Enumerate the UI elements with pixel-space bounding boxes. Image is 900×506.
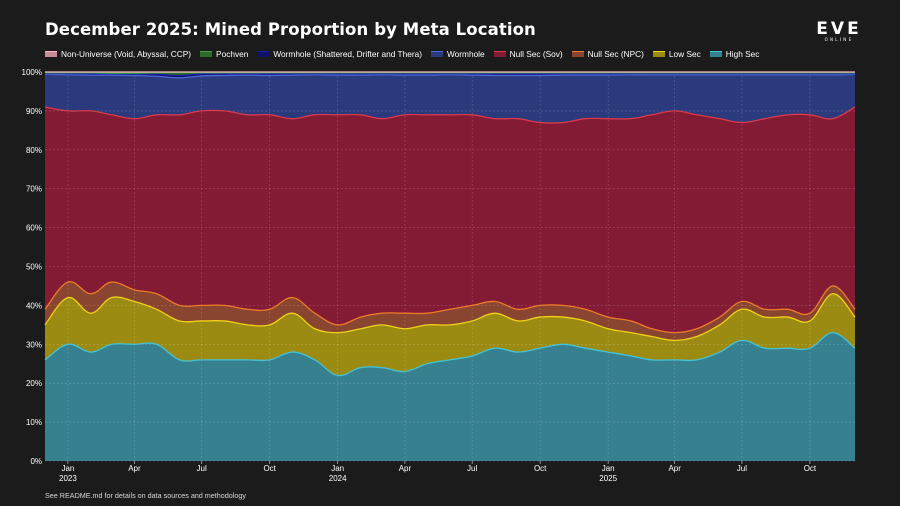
x-tick-label: Jul [197, 464, 207, 473]
x-tick-label: Jul [467, 464, 477, 473]
x-tick-label: Jan [61, 464, 74, 473]
legend-label: Non-Universe (Void, Abyssal, CCP) [61, 49, 192, 59]
y-tick-label: 60% [26, 224, 42, 233]
legend-swatch [493, 51, 506, 57]
x-year-label: 2025 [599, 474, 617, 483]
legend-item-null-sec-sov: Null Sec (Sov) [493, 49, 563, 59]
area-null-sec-npc [45, 281, 855, 341]
logo-word: EVE [816, 19, 862, 39]
line-wormhole-shattered-drifter-and-thera [44, 72, 855, 77]
x-tick-label: Oct [263, 464, 276, 473]
legend-item-low-sec: Low Sec [652, 49, 701, 59]
area-null-sec-sov [45, 107, 855, 333]
y-tick-label: 30% [26, 340, 42, 349]
area-low-sec [45, 293, 855, 376]
y-tick-label: 70% [26, 185, 42, 194]
y-axis: 0% 10% 20% 30% 40% 50% 60% 70% 80% 90% 100% [22, 68, 42, 466]
x-tick-label: Apr [668, 464, 681, 473]
x-year-label: 2024 [329, 474, 347, 483]
y-tick-label: 20% [26, 379, 42, 388]
x-tick-label: Jan [331, 464, 344, 473]
legend-item-non-universe-void-abyssal-ccp: Non-Universe (Void, Abyssal, CCP) [45, 49, 191, 59]
legend-label: Null Sec (NPC) [587, 49, 644, 59]
x-tick-label: Oct [804, 464, 817, 473]
legend-label: Pochven [216, 49, 249, 59]
legend-swatch [257, 51, 270, 57]
line-wormhole [44, 73, 856, 79]
y-tick-label: 50% [26, 263, 42, 272]
area-high-sec [45, 332, 855, 461]
line-null-sec-npc [44, 281, 856, 334]
legend-swatch [430, 51, 443, 57]
legend-label: High Sec [725, 49, 760, 59]
legend-item-wormhole: Wormhole [430, 49, 485, 59]
legend-item-high-sec: High Sec [709, 49, 760, 59]
x-year-label: 2023 [59, 474, 77, 483]
x-tick-label: Apr [128, 464, 141, 473]
y-tick-label: 10% [26, 418, 42, 427]
x-tick-label: Jan [602, 464, 615, 473]
legend-item-null-sec-npc: Null Sec (NPC) [571, 49, 644, 59]
legend-label: Wormhole (Shattered, Drifter and Thera) [273, 49, 422, 59]
legend-label: Low Sec [668, 49, 701, 59]
legend-swatch [200, 51, 213, 57]
legend-swatch [571, 51, 584, 57]
area-wormhole [45, 74, 855, 124]
legend-label: Null Sec (Sov) [509, 49, 563, 59]
line-null-sec-sov [44, 106, 856, 124]
footnote: See README.md for details on data source… [45, 491, 246, 500]
y-tick-label: 0% [30, 457, 42, 466]
y-tick-label: 100% [22, 68, 42, 77]
chart-legend: Non-Universe (Void, Abyssal, CCP) Pochven… [45, 48, 759, 60]
boundary-lines [44, 71, 856, 377]
x-tick-label: Oct [534, 464, 547, 473]
legend-swatch [45, 51, 57, 57]
line-high-sec [44, 331, 856, 377]
y-tick-label: 40% [26, 301, 42, 310]
logo-subtitle: ONLINE [824, 37, 854, 42]
legend-label: Wormhole [446, 49, 485, 59]
legend-swatch [652, 51, 665, 57]
legend-item-pochven: Pochven [200, 49, 248, 59]
legend-swatch [709, 51, 722, 57]
eve-online-logo: EVE ONLINE [813, 21, 865, 43]
y-tick-label: 90% [26, 107, 42, 116]
y-tick-label: 80% [26, 146, 42, 155]
legend-item-wormhole-shattered-drifter-and-thera: Wormhole (Shattered, Drifter and Thera) [257, 49, 422, 59]
x-tick-label: Apr [399, 464, 412, 473]
x-tick-label: Jul [737, 464, 747, 473]
line-low-sec [44, 293, 856, 342]
chart-title: December 2025: Mined Proportion by Meta … [45, 20, 536, 39]
